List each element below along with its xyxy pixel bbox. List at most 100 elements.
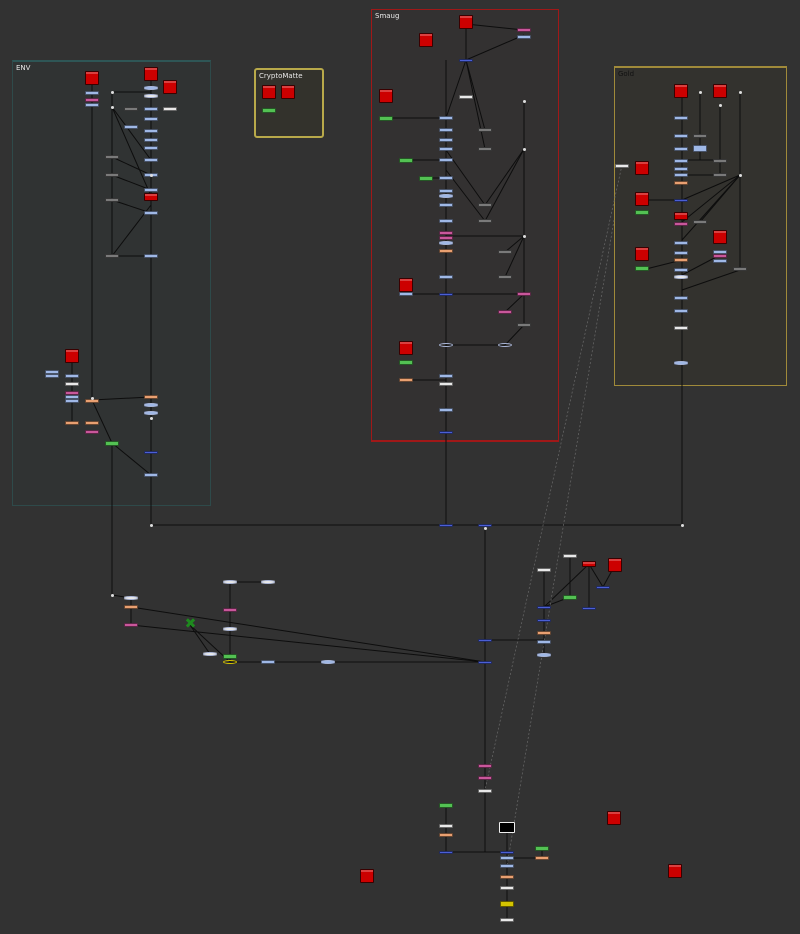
merge-node[interactable] <box>478 638 492 642</box>
color-correct-node[interactable] <box>85 421 99 425</box>
write-node[interactable] <box>615 164 629 168</box>
grade-node[interactable] <box>674 116 688 120</box>
grade-node[interactable] <box>439 374 453 378</box>
grade-node[interactable] <box>144 146 158 150</box>
read-node[interactable] <box>144 193 158 201</box>
dot-node[interactable] <box>698 90 702 94</box>
grade-node[interactable] <box>439 219 453 223</box>
mask-node[interactable] <box>517 28 531 32</box>
ellipse-node[interactable] <box>223 660 237 664</box>
transform-node[interactable] <box>478 128 492 132</box>
grade-node[interactable] <box>144 254 158 258</box>
grade-node[interactable] <box>65 374 79 378</box>
merge-node[interactable] <box>459 58 473 62</box>
dot-node[interactable] <box>110 90 114 94</box>
grade-node[interactable] <box>439 189 453 193</box>
transform-node[interactable] <box>105 173 119 177</box>
ellipse-node[interactable] <box>321 660 335 664</box>
read-node[interactable] <box>582 561 596 567</box>
read-node[interactable] <box>635 192 649 206</box>
keyer-node[interactable] <box>379 115 393 121</box>
read-node[interactable] <box>668 864 682 878</box>
ellipse-node[interactable] <box>223 580 237 584</box>
transform-node[interactable] <box>498 275 512 279</box>
mask-node[interactable] <box>674 222 688 226</box>
merge-node[interactable] <box>439 430 453 434</box>
merge-node[interactable] <box>478 660 492 664</box>
ellipse-node[interactable] <box>439 194 453 198</box>
ellipse-node[interactable] <box>223 627 237 631</box>
constant-node[interactable] <box>500 901 514 907</box>
keyer-node[interactable] <box>635 265 649 271</box>
grade-node[interactable] <box>85 91 99 95</box>
grade-node[interactable] <box>144 473 158 477</box>
grade-node[interactable] <box>439 275 453 279</box>
grade-node[interactable] <box>674 167 688 171</box>
grade-node[interactable] <box>144 129 158 133</box>
transform-node[interactable] <box>693 220 707 224</box>
read-node[interactable] <box>713 84 727 98</box>
read-node[interactable] <box>459 15 473 29</box>
grade-node[interactable] <box>144 158 158 162</box>
grade-node[interactable] <box>674 134 688 138</box>
grade-node[interactable] <box>674 147 688 151</box>
keyer-node[interactable] <box>399 359 413 365</box>
read-node[interactable] <box>379 89 393 103</box>
grade-node[interactable] <box>144 117 158 121</box>
grade-node[interactable] <box>261 660 275 664</box>
write-node[interactable] <box>500 886 514 890</box>
write-node[interactable] <box>478 789 492 793</box>
color-correct-node[interactable] <box>500 875 514 879</box>
mask-node[interactable] <box>478 764 492 768</box>
ellipse-node[interactable] <box>674 275 688 279</box>
ellipse-node[interactable] <box>124 596 138 600</box>
grade-node[interactable] <box>144 107 158 111</box>
dot-node[interactable] <box>522 234 526 238</box>
read-node[interactable] <box>635 247 649 261</box>
disabled-node-icon[interactable]: ✖ <box>184 616 197 632</box>
grade-node[interactable] <box>674 296 688 300</box>
mask-node[interactable] <box>85 98 99 102</box>
grade-node[interactable] <box>500 864 514 868</box>
transform-node[interactable] <box>733 267 747 271</box>
mask-node[interactable] <box>439 231 453 235</box>
write-node[interactable] <box>65 382 79 386</box>
grade-node[interactable] <box>674 159 688 163</box>
dot-node[interactable] <box>522 147 526 151</box>
viewer-node[interactable] <box>499 822 515 833</box>
transform-node[interactable] <box>693 134 707 138</box>
grade-node[interactable] <box>500 856 514 860</box>
read-node[interactable] <box>163 80 177 94</box>
write-node[interactable] <box>500 918 514 922</box>
ellipse-node[interactable] <box>261 580 275 584</box>
ellipse-node[interactable] <box>144 403 158 407</box>
read-node[interactable] <box>85 71 99 85</box>
dot-node[interactable] <box>738 173 742 177</box>
merge-node[interactable] <box>439 292 453 296</box>
read-node[interactable] <box>65 349 79 363</box>
grade-node[interactable] <box>439 203 453 207</box>
color-correct-node[interactable] <box>144 395 158 399</box>
color-correct-node[interactable] <box>674 181 688 185</box>
ellipse-node[interactable] <box>203 652 217 656</box>
grade-node[interactable] <box>517 35 531 39</box>
color-correct-node[interactable] <box>535 856 549 860</box>
merge-node[interactable] <box>439 850 453 854</box>
keyer-node[interactable] <box>223 653 237 659</box>
read-node[interactable] <box>144 67 158 81</box>
mask-node[interactable] <box>498 310 512 314</box>
mask-node[interactable] <box>85 430 99 434</box>
merge-node[interactable] <box>582 606 596 610</box>
keyer-node[interactable] <box>439 802 453 808</box>
grade-node[interactable] <box>65 395 79 399</box>
grade-node[interactable] <box>674 251 688 255</box>
grade-node[interactable] <box>439 176 453 180</box>
read-node[interactable] <box>608 558 622 572</box>
grade-node[interactable] <box>674 309 688 313</box>
transform-node[interactable] <box>517 323 531 327</box>
merge-node[interactable] <box>596 585 610 589</box>
grade-node[interactable] <box>124 125 138 129</box>
ellipse-node[interactable] <box>144 411 158 415</box>
color-correct-node[interactable] <box>399 378 413 382</box>
merge-node[interactable] <box>439 523 453 527</box>
